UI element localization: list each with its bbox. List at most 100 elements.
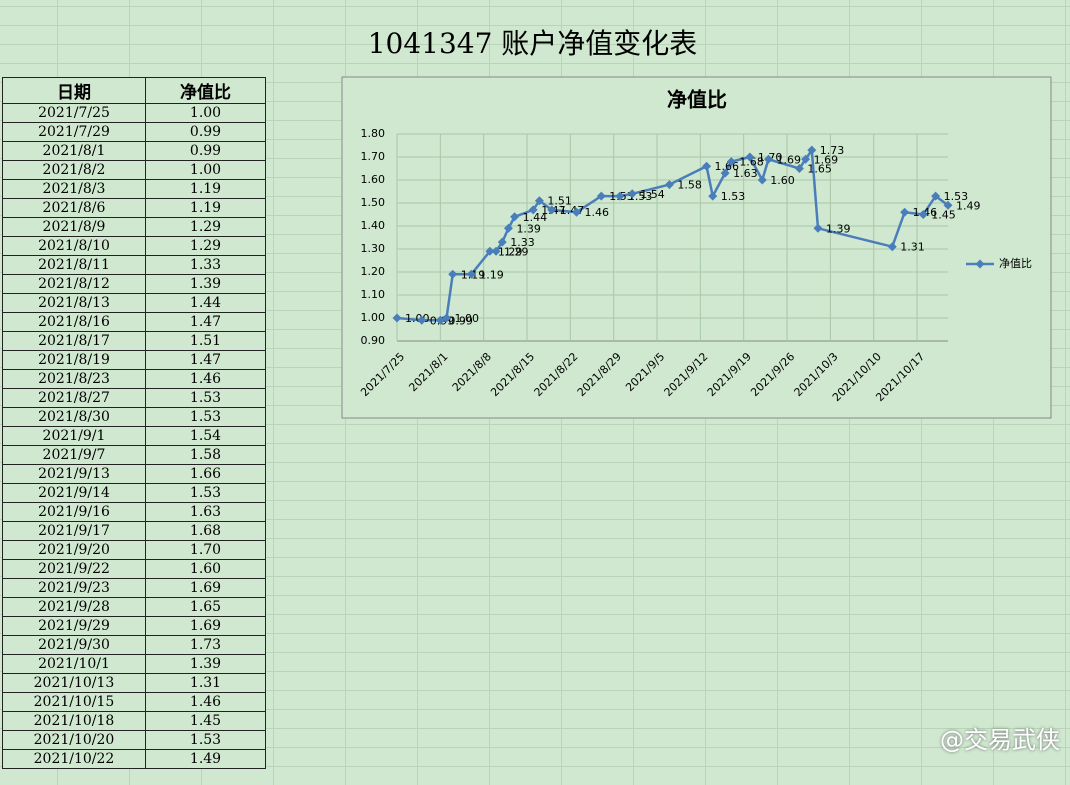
- data-label: 1.46: [585, 206, 610, 219]
- legend-marker: [975, 259, 985, 269]
- data-point: [807, 145, 817, 155]
- data-label: 1.69: [776, 153, 801, 166]
- data-point: [887, 242, 897, 252]
- table-row: 2021/7/25 1.00: [2, 103, 266, 123]
- table-cell: 1.73: [145, 635, 266, 655]
- data-label: 1.31: [900, 241, 925, 254]
- table-cell: 2021/10/13: [2, 673, 146, 693]
- table-cell: 2021/8/27: [2, 388, 146, 408]
- data-label: 1.29: [504, 245, 528, 258]
- table-cell: 2021/9/17: [2, 521, 146, 541]
- table-cell: 2021/7/29: [2, 122, 146, 142]
- table-cell: 1.00: [145, 103, 266, 123]
- watermark: @交易武侠: [940, 726, 1060, 754]
- data-point: [627, 189, 637, 199]
- data-point: [442, 313, 452, 323]
- table-row: 2021/8/27 1.53: [2, 388, 266, 408]
- data-point: [757, 175, 767, 185]
- header-cell: 日期: [2, 77, 146, 104]
- table-cell: 2021/10/1: [2, 654, 146, 674]
- table-row: 2021/10/22 1.49: [2, 749, 266, 769]
- data-point: [943, 200, 953, 210]
- legend-label: 净值比: [999, 256, 1032, 270]
- data-point: [491, 246, 501, 256]
- sheet-title: 1041347 账户净值变化表: [367, 27, 698, 60]
- table-row: 2021/10/20 1.53: [2, 730, 266, 750]
- table-row: 2021/8/19 1.47: [2, 350, 266, 370]
- table-cell: 2021/7/25: [2, 103, 146, 123]
- table-cell: 2021/9/7: [2, 445, 146, 465]
- data-label: 1.60: [770, 174, 795, 187]
- data-label: 1.73: [820, 144, 845, 157]
- table-cell: 2021/9/13: [2, 464, 146, 484]
- data-label: 1.68: [739, 156, 764, 169]
- data-label: 1.39: [516, 222, 541, 235]
- data-label: 1.69: [814, 153, 839, 166]
- data-point: [615, 191, 625, 201]
- data-point: [801, 154, 811, 164]
- table-row: 2021/9/14 1.53: [2, 483, 266, 503]
- table-cell: 1.51: [145, 331, 266, 351]
- data-point: [763, 154, 773, 164]
- table-row: 2021/10/13 1.31: [2, 673, 266, 693]
- data-table: 日期 净值比 2021/7/25 1.00 2021/7/29 0.99 2021/8/1…: [2, 77, 266, 769]
- data-label: 0.99: [448, 314, 473, 327]
- data-point: [497, 237, 507, 247]
- table-cell: 2021/10/22: [2, 749, 146, 769]
- y-tick-label: 0.90: [361, 334, 386, 347]
- y-tick-label: 1.00: [361, 311, 386, 324]
- data-point: [547, 205, 557, 215]
- data-label: 1.45: [931, 209, 956, 222]
- table-cell: 1.39: [145, 654, 266, 674]
- table-cell: 2021/9/22: [2, 559, 146, 579]
- table-cell: 1.70: [145, 540, 266, 560]
- table-row: 2021/8/17 1.51: [2, 331, 266, 351]
- table-row: 2021/9/22 1.60: [2, 559, 266, 579]
- data-label: 1.39: [826, 222, 851, 235]
- table-cell: 2021/10/20: [2, 730, 146, 750]
- y-tick-label: 1.30: [361, 242, 386, 255]
- data-label: 1.51: [547, 195, 572, 208]
- table-cell: 1.19: [145, 179, 266, 199]
- data-label: 1.00: [405, 312, 430, 325]
- header-row: 日期 净值比: [2, 77, 266, 104]
- table-cell: 2021/9/28: [2, 597, 146, 617]
- y-tick-label: 1.20: [361, 265, 386, 278]
- table-cell: 1.60: [145, 559, 266, 579]
- data-point: [596, 191, 606, 201]
- table-cell: 1.65: [145, 597, 266, 617]
- data-label: 1.53: [721, 190, 746, 203]
- data-label: 1.65: [807, 163, 832, 176]
- table-cell: 2021/9/20: [2, 540, 146, 560]
- data-point: [918, 210, 928, 219]
- table-row: 2021/9/30 1.73: [2, 635, 266, 655]
- y-tick-label: 1.10: [361, 288, 386, 301]
- data-label: 1.33: [510, 236, 535, 249]
- y-tick-label: 1.80: [361, 127, 386, 140]
- table-cell: 1.49: [145, 749, 266, 769]
- data-point: [702, 161, 712, 171]
- table-row: 2021/9/29 1.69: [2, 616, 266, 636]
- data-point: [708, 191, 718, 201]
- y-tick-label: 1.50: [361, 196, 386, 209]
- table-cell: 1.66: [145, 464, 266, 484]
- table-cell: 1.00: [145, 160, 266, 180]
- table-cell: 1.31: [145, 673, 266, 693]
- table-cell: 1.47: [145, 312, 266, 332]
- data-label: 1.49: [956, 199, 981, 212]
- table-cell: 2021/8/1: [2, 141, 146, 161]
- table-row: 2021/9/23 1.69: [2, 578, 266, 598]
- data-point: [448, 269, 458, 279]
- data-point: [572, 207, 582, 217]
- table-row: 2021/8/16 1.47: [2, 312, 266, 332]
- y-tick-label: 1.70: [361, 150, 386, 163]
- data-point: [534, 196, 544, 206]
- data-point: [794, 164, 804, 173]
- table-row: 2021/8/9 1.29: [2, 217, 266, 237]
- data-point: [726, 157, 736, 167]
- data-label: 1.00: [455, 312, 480, 325]
- table-row: 2021/8/1 0.99: [2, 141, 266, 161]
- table-row: 2021/7/29 0.99: [2, 122, 266, 142]
